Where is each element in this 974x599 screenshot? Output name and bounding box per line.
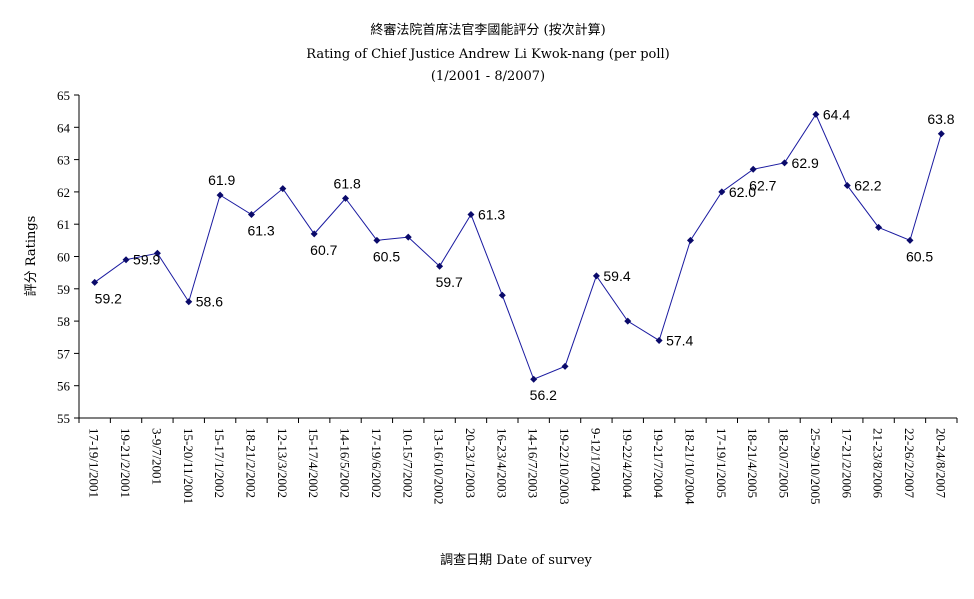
x-tick-label: 20-24/8/2007 (933, 428, 948, 499)
x-tick-label: 19-22/4/2004 (620, 428, 635, 499)
y-ticks: 55 56 57 58 59 60 61 62 63 64 65 (57, 88, 79, 426)
data-point (906, 236, 914, 244)
x-tick-label: 13-16/10/2002 (432, 428, 447, 505)
x-tick-label: 19-22/10/2003 (557, 428, 572, 505)
y-tick-label: 55 (57, 411, 70, 426)
x-axis-title: 調查日期 Date of survey (440, 553, 592, 568)
x-tick-label: 17-19/1/2005 (714, 428, 729, 498)
axes (78, 95, 957, 419)
x-tick-label: 14-16/5/2002 (338, 428, 353, 498)
data-label: 59.4 (603, 268, 630, 284)
data-point (373, 236, 381, 244)
data-label: 60.5 (906, 248, 933, 264)
data-point (247, 211, 255, 219)
y-tick-label: 64 (57, 120, 71, 135)
x-tick-label: 15-20/11/2001 (181, 428, 196, 504)
data-point (185, 298, 193, 306)
data-point (279, 185, 287, 193)
x-tick-label: 14-16/7/2003 (526, 428, 541, 498)
y-tick-label: 56 (57, 379, 71, 394)
data-label: 62.9 (792, 155, 819, 171)
data-label: 62.7 (749, 177, 776, 193)
x-tick-label: 22-26/2/2007 (902, 428, 917, 499)
y-tick-label: 58 (57, 314, 70, 329)
data-label: 59.2 (95, 290, 122, 306)
x-tick-label: 18-21/10/2004 (682, 428, 697, 505)
x-tick-label: 17-19/1/2001 (87, 428, 102, 498)
x-tick-label: 18-21/2/2002 (243, 428, 258, 498)
data-point (592, 272, 600, 280)
data-point (216, 191, 224, 199)
data-point (342, 194, 350, 202)
data-point (530, 375, 538, 383)
y-tick-label: 62 (57, 185, 70, 200)
data-point (875, 223, 883, 231)
x-tick-label: 21-23/8/2006 (871, 428, 886, 499)
data-point (561, 362, 569, 370)
data-point (467, 211, 475, 219)
data-point (749, 165, 757, 173)
data-label: 59.9 (133, 252, 160, 268)
x-tick-label: 15-17/4/2002 (306, 428, 321, 498)
x-tick-label: 12-13/3/2002 (275, 428, 290, 498)
x-tick-label: 16-23/4/2003 (494, 428, 509, 498)
data-point (781, 159, 789, 167)
y-tick-label: 60 (57, 250, 70, 265)
chart-subtitle-dates: (1/2001 - 8/2007) (431, 69, 545, 84)
data-label: 61.3 (478, 207, 505, 223)
data-point (937, 130, 945, 138)
x-tick-label: 15-17/1/2002 (212, 428, 227, 498)
y-tick-label: 63 (57, 153, 70, 168)
data-label: 61.9 (208, 172, 235, 188)
x-tick-label: 10-15/7/2002 (400, 428, 415, 498)
data-label: 62.0 (729, 184, 756, 200)
y-tick-label: 59 (57, 282, 70, 297)
data-label: 56.2 (530, 387, 557, 403)
data-label: 61.8 (334, 175, 361, 191)
data-label: 58.6 (196, 294, 223, 310)
x-tick-label: 19-21/7/2004 (651, 428, 666, 499)
x-tick-label: 25-29/10/2005 (808, 428, 823, 505)
x-tick-label: 9-12/1/2004 (588, 428, 603, 492)
data-point (498, 291, 506, 299)
x-tick-label: 18-20/7/2005 (777, 428, 792, 498)
data-point (91, 278, 99, 286)
series-line (94, 113, 942, 380)
x-tick-label: 20-23/1/2003 (463, 428, 478, 498)
x-tick-label: 19-21/2/2001 (118, 428, 133, 498)
data-point (122, 256, 130, 264)
y-tick-label: 57 (57, 346, 71, 361)
data-label: 60.7 (310, 242, 337, 258)
data-point (624, 317, 632, 325)
chart-title: 終審法院首席法官李國能評分 (按次計算) (370, 22, 605, 38)
data-point (310, 230, 318, 238)
chart-subtitle: Rating of Chief Justice Andrew Li Kwok-n… (306, 47, 669, 62)
x-tick-label: 17-21/2/2006 (839, 428, 854, 499)
x-ticks: 17-19/1/2001 19-21/2/2001 3-9/7/2001 15-20/… (78, 418, 958, 505)
data-label: 63.8 (927, 111, 954, 127)
data-label: 57.4 (666, 332, 693, 348)
data-point (686, 236, 694, 244)
data-point (843, 181, 851, 189)
data-label: 59.7 (436, 274, 463, 290)
y-axis-title: 評分 Ratings (24, 216, 39, 297)
data-label: 64.4 (823, 106, 850, 122)
x-tick-label: 3-9/7/2001 (149, 428, 164, 485)
data-label: 62.2 (854, 177, 881, 193)
data-point (812, 110, 820, 118)
data-point (436, 262, 444, 270)
x-tick-label: 18-21/4/2005 (745, 428, 760, 498)
y-tick-label: 61 (57, 217, 70, 232)
data-point (655, 336, 663, 344)
data-point (404, 233, 412, 241)
data-label: 61.3 (247, 223, 274, 239)
data-point (718, 188, 726, 196)
data-points (91, 110, 945, 383)
data-point (153, 249, 161, 257)
x-tick-label: 17-19/6/2002 (369, 428, 384, 498)
data-labels: 59.2 59.9 58.6 61.9 61.3 60.7 61.8 60.5 59.7 61.3… (95, 106, 955, 403)
data-label: 60.5 (373, 248, 400, 264)
y-tick-label: 65 (57, 88, 70, 103)
